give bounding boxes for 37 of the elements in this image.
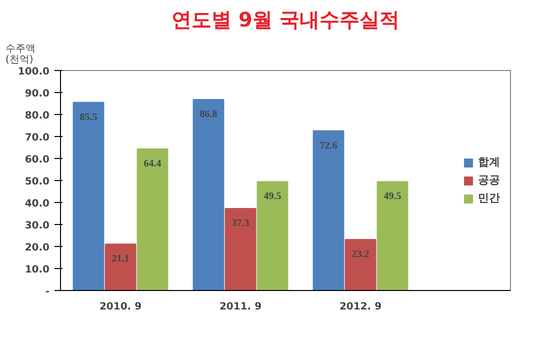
bar <box>72 102 104 290</box>
y-tick-label: 30.0 <box>24 220 50 232</box>
y-tick-label: 10.0 <box>24 264 50 276</box>
y-tick-label: 20.0 <box>24 242 50 254</box>
x-tick-label: 2010. 9 <box>99 302 142 312</box>
legend-label: 공공 <box>478 172 500 188</box>
x-tick-label: 2012. 9 <box>339 302 382 312</box>
data-label: 23.2 <box>352 249 370 260</box>
data-label: 72.6 <box>320 140 338 152</box>
bar <box>136 148 168 290</box>
bar <box>344 238 376 290</box>
y-tick-label: 50.0 <box>24 176 50 188</box>
data-label: 49.5 <box>264 191 282 202</box>
y-tick-label: 80.0 <box>24 110 50 122</box>
y-tick-label: 100.0 <box>18 66 50 78</box>
bar <box>104 244 136 290</box>
bar <box>312 130 344 290</box>
data-label: 64.4 <box>144 158 162 170</box>
y-tick-label: - <box>45 286 50 298</box>
y-tick-label: 60.0 <box>24 154 50 166</box>
data-label: 37.3 <box>232 218 250 230</box>
legend-label: 민간 <box>478 190 500 206</box>
bar <box>192 99 224 290</box>
bar <box>224 208 256 290</box>
y-tick-label: 40.0 <box>24 198 50 210</box>
y-tick-label: 70.0 <box>24 132 50 144</box>
y-tick-label: 90.0 <box>24 88 50 100</box>
y-axis-title: 수주액 (천억) <box>6 44 36 66</box>
chart-title: 연도별 9월 국내수주실적 <box>172 8 400 32</box>
bar <box>376 181 408 290</box>
bar <box>256 181 288 290</box>
data-label: 86.8 <box>200 109 218 120</box>
x-tick-label: 2011. 9 <box>219 302 262 312</box>
data-label: 49.5 <box>384 191 402 202</box>
data-label: 21.1 <box>112 254 130 265</box>
data-label: 85.5 <box>80 112 98 123</box>
legend-label: 합계 <box>478 154 500 170</box>
